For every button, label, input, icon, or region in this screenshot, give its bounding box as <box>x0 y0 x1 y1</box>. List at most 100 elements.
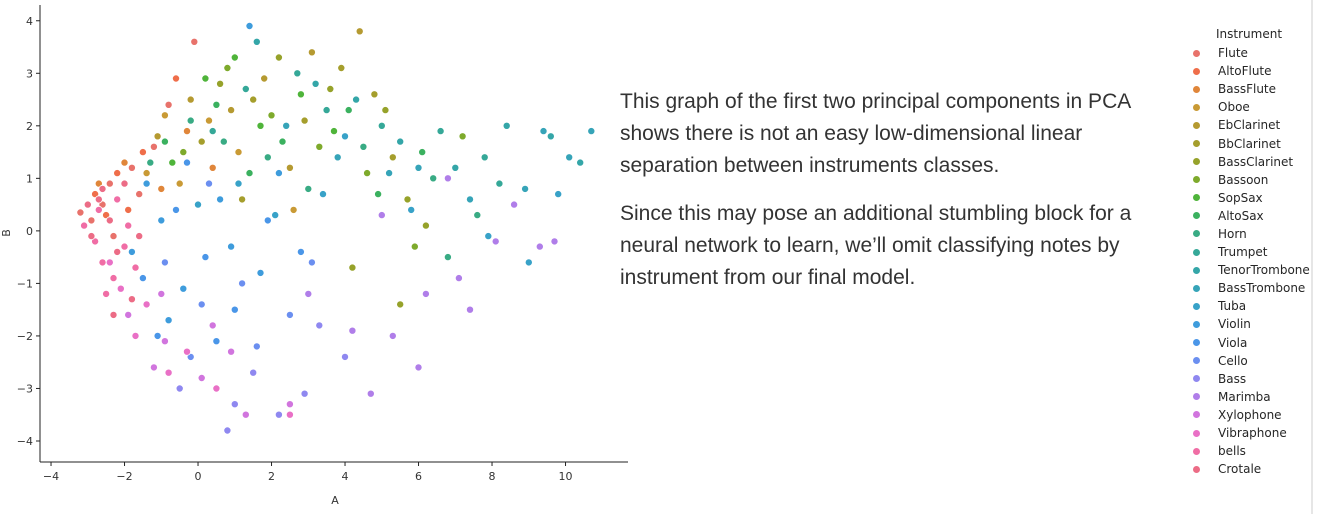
scatter-point-crotale <box>87 232 96 241</box>
scatter-point-viola <box>263 216 272 225</box>
scatter-point-altoflute <box>138 148 147 157</box>
legend-item-marimba: Marimba <box>1190 388 1315 406</box>
scatter-point-violin <box>274 169 283 178</box>
scatter-point-oboe <box>204 116 213 125</box>
legend-label: Cello <box>1218 353 1248 368</box>
legend-item-trumpet: Trumpet <box>1190 243 1315 261</box>
scatter-point-xylophone <box>227 347 236 356</box>
scatter-point-vibraphone <box>212 384 221 393</box>
scatter-point-ebclarinet <box>307 48 316 57</box>
scatter-point-tuba <box>524 258 533 267</box>
legend-item-tuba: Tuba <box>1190 297 1315 315</box>
legend-item-violin: Violin <box>1190 315 1315 333</box>
legend-swatch <box>1193 465 1200 473</box>
scatter-point-marimba <box>348 326 357 335</box>
legend-label: Trumpet <box>1218 245 1268 260</box>
scatter-point-violin <box>216 195 225 204</box>
y-tick-label: 0 <box>26 225 33 238</box>
scatter-point-tuba <box>318 190 327 199</box>
legend-item-flute: Flute <box>1190 44 1315 62</box>
scatter-point-marimba <box>491 237 500 246</box>
scatter-point-basstrombone <box>385 169 394 178</box>
legend-label: BbClarinet <box>1218 136 1281 151</box>
x-axis-label: A <box>331 494 339 507</box>
scatter-point-horn <box>263 153 272 162</box>
legend-swatch <box>1193 429 1200 437</box>
legend-swatch <box>1193 176 1200 184</box>
scatter-point-crotale <box>83 200 92 209</box>
legend-swatch <box>1193 158 1200 166</box>
scatter-point-bassclarinet <box>381 106 390 115</box>
legend-label: BassClarinet <box>1218 154 1294 169</box>
scatter-point-altosax <box>418 148 427 157</box>
scatter-point-altosax <box>160 137 169 146</box>
scatter-point-tenortrombone <box>352 95 361 104</box>
scatter-point-marimba <box>454 274 463 283</box>
scatter-point-bbclarinet <box>249 95 258 104</box>
legend-swatch <box>1193 67 1200 75</box>
y-tick-label: 1 <box>26 172 33 185</box>
y-axis-label: B <box>0 229 13 237</box>
legend-item-bassclarinet: BassClarinet <box>1190 153 1315 171</box>
legend-item-ebclarinet: EbClarinet <box>1190 116 1315 134</box>
scatter-point-tenortrombone <box>396 137 405 146</box>
scatter-point-flute <box>105 179 114 188</box>
scatter-point-vibraphone <box>116 284 125 293</box>
scatter-point-horn <box>429 174 438 183</box>
legend-label: Oboe <box>1218 100 1250 115</box>
scatter-point-ebclarinet <box>153 132 162 141</box>
scatter-point-tuba <box>340 132 349 141</box>
scatter-point-tenortrombone <box>502 121 511 130</box>
legend-item-vibraphone: Vibraphone <box>1190 424 1315 442</box>
scatter-point-cello <box>307 258 316 267</box>
scatter-point-marimba <box>377 211 386 220</box>
scatter-point-flute <box>164 100 173 109</box>
scatter-point-marimba <box>510 200 519 209</box>
scatter-point-horn <box>473 211 482 220</box>
legend-swatch <box>1193 447 1200 455</box>
scatter-point-bassflute <box>157 184 166 193</box>
scatter-point-marimba <box>421 289 430 298</box>
scatter-point-horn <box>146 158 155 167</box>
scatter-point-viola <box>153 331 162 340</box>
scatter-point-viola <box>230 305 239 314</box>
legend-label: SopSax <box>1218 190 1263 205</box>
scatter-point-altosax <box>374 190 383 199</box>
scatter-point-bells <box>124 221 133 230</box>
scatter-point-altosax <box>212 100 221 109</box>
scatter-point-flute <box>76 208 85 217</box>
scatter-point-marimba <box>414 363 423 372</box>
legend-swatch <box>1193 266 1200 274</box>
legend-label: AltoFlute <box>1218 64 1272 79</box>
scatter-point-sopsax <box>168 158 177 167</box>
legend-item-horn: Horn <box>1190 225 1315 243</box>
legend-item-tenortrombone: TenorTrombone <box>1190 261 1315 279</box>
scatter-point-marimba <box>465 305 474 314</box>
scatter-point-bassclarinet <box>421 221 430 230</box>
scatter-point-oboe <box>175 179 184 188</box>
legend-swatch <box>1193 230 1200 238</box>
scatter-point-tuba <box>271 211 280 220</box>
legend-label: Viola <box>1218 335 1248 350</box>
scatter-point-horn <box>186 116 195 125</box>
legend-item-xylophone: Xylophone <box>1190 406 1315 424</box>
right-border <box>1311 0 1313 514</box>
scatter-points <box>76 21 596 435</box>
scatter-point-bass <box>315 321 324 330</box>
plot-axes <box>39 5 628 463</box>
scatter-point-sopsax <box>296 90 305 99</box>
scatter-point-violin <box>227 242 236 251</box>
scatter-point-horn <box>219 137 228 146</box>
scatter-point-bassclarinet <box>348 263 357 272</box>
scatter-point-bells <box>131 263 140 272</box>
scatter-point-basstrombone <box>539 127 548 136</box>
scatter-point-oboe <box>160 111 169 120</box>
scatter-point-xylophone <box>160 337 169 346</box>
scatter-point-viola <box>212 337 221 346</box>
scatter-point-flute <box>135 190 144 199</box>
legend-swatch <box>1193 320 1200 328</box>
scatter-point-crotale <box>98 184 107 193</box>
scatter-point-marimba <box>443 174 452 183</box>
scatter-point-vibraphone <box>131 331 140 340</box>
x-tick-label: 2 <box>268 470 275 483</box>
